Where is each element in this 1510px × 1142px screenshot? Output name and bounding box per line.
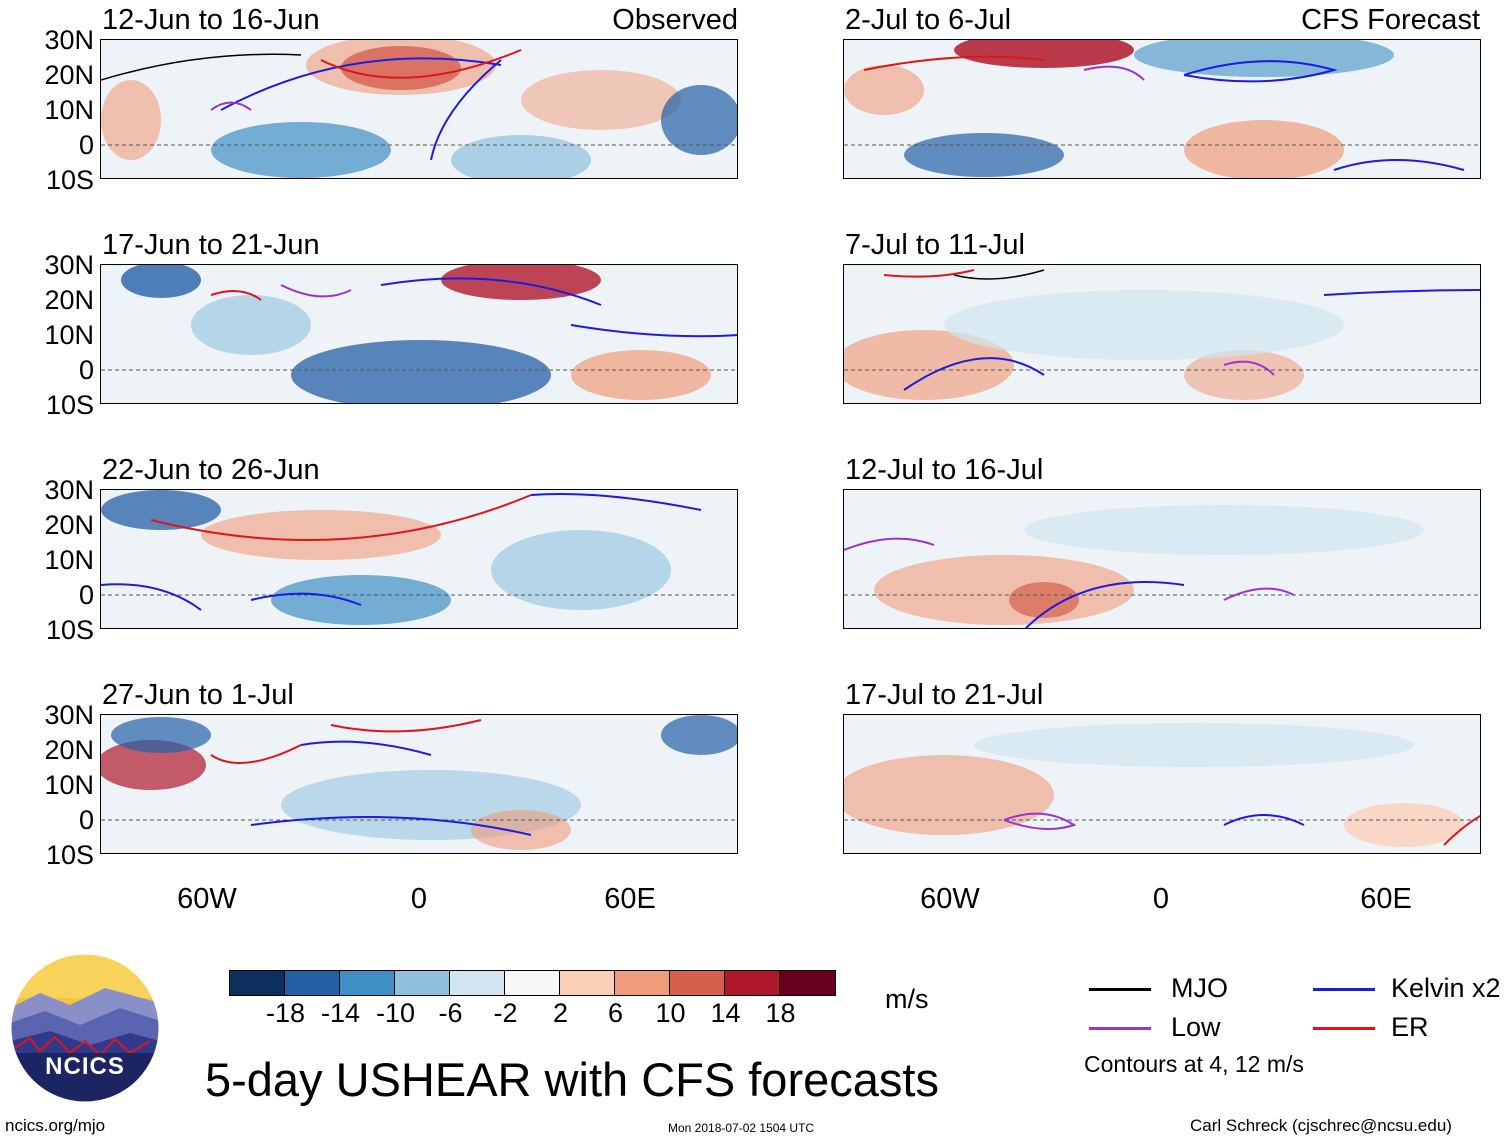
panel-title: 12-Jun to 16-Jun <box>102 4 320 36</box>
footer-site-link[interactable]: ncics.org/mjo <box>5 1116 106 1135</box>
lat-label: 30N <box>44 250 94 280</box>
colorbar-tick-label: -6 <box>438 998 463 1028</box>
panel-title: 17-Jun to 21-Jun <box>102 229 320 261</box>
lat-label: 10S <box>45 165 94 195</box>
colorbar-swatch <box>725 971 780 995</box>
legend-low-label: Low <box>1171 1012 1221 1042</box>
colorbar-tick-label: -14 <box>320 998 361 1028</box>
colorbar-tick-label: -10 <box>375 998 416 1028</box>
lon-label: 60W <box>177 883 237 915</box>
map-panel-observed-1 <box>100 39 738 179</box>
contours-note: Contours at 4, 12 m/s <box>1084 1051 1304 1077</box>
colorbar-swatch <box>615 971 670 995</box>
lat-label: 20N <box>44 285 94 315</box>
shear-field <box>844 269 1480 400</box>
lat-label: 0 <box>78 355 94 385</box>
lat-label: 10N <box>44 545 94 575</box>
lat-label: 10N <box>44 95 94 125</box>
colorbar-tick-label: 18 <box>765 998 796 1028</box>
lat-label: 20N <box>44 60 94 90</box>
colorbar-swatch <box>670 971 725 995</box>
shear-field <box>844 40 1480 178</box>
colorbar-swatch <box>560 971 615 995</box>
lat-label: 10S <box>45 840 94 870</box>
lat-label: 10N <box>44 320 94 350</box>
colorbar-tick-label: 10 <box>655 998 686 1028</box>
shear-field <box>101 490 737 625</box>
legend-mjo-line <box>1089 988 1151 991</box>
panel-title: 12-Jul to 16-Jul <box>845 454 1044 486</box>
lat-label: 30N <box>44 700 94 730</box>
map-panel-forecast-2 <box>843 264 1481 404</box>
footer-timestamp: Mon 2018-07-02 1504 UTC <box>668 1121 815 1135</box>
colorbar-swatch <box>395 971 450 995</box>
colorbar-unit: m/s <box>885 984 929 1014</box>
map-panel-forecast-4 <box>843 714 1481 854</box>
shear-field <box>844 505 1480 628</box>
panel-title: 17-Jul to 21-Jul <box>845 679 1044 711</box>
legend-low-line <box>1089 1027 1151 1030</box>
colorbar-tick-label: 14 <box>710 998 741 1028</box>
lat-label: 0 <box>78 130 94 160</box>
panel-title: 27-Jun to 1-Jul <box>102 679 294 711</box>
footer-author: Carl Schreck (cjschrec@ncsu.edu) <box>1190 1116 1452 1135</box>
observed-label: Observed <box>612 4 738 36</box>
panel-title: 2-Jul to 6-Jul <box>845 4 1012 36</box>
lat-label: 0 <box>78 805 94 835</box>
legend-mjo-label: MJO <box>1171 973 1228 1003</box>
colorbar-tick-label: 2 <box>552 998 569 1028</box>
colorbar-tick-label: -18 <box>265 998 306 1028</box>
lon-label: 60E <box>1360 883 1412 915</box>
lon-label: 60W <box>920 883 980 915</box>
colorbar-swatch <box>505 971 560 995</box>
map-panel-observed-4 <box>100 714 738 854</box>
main-title: 5-day USHEAR with CFS forecasts <box>205 1053 939 1106</box>
colorbar-swatch <box>285 971 340 995</box>
ncics-logo[interactable]: NCICS <box>10 953 160 1103</box>
map-panel-observed-3 <box>100 489 738 629</box>
lon-label: 60E <box>604 883 656 915</box>
legend-er-line <box>1313 1027 1375 1030</box>
legend-kelvin-label: Kelvin x2 <box>1391 973 1501 1003</box>
shear-field <box>101 40 737 178</box>
lat-label: 20N <box>44 510 94 540</box>
colorbar-tick-label: -2 <box>493 998 518 1028</box>
lat-label: 0 <box>78 580 94 610</box>
colorbar-tick-label: 6 <box>607 998 624 1028</box>
colorbar-swatch <box>340 971 395 995</box>
colorbar-swatch <box>450 971 505 995</box>
lat-label: 10S <box>45 390 94 420</box>
legend-kelvin-line <box>1313 988 1375 991</box>
logo-text: NCICS <box>45 1053 125 1080</box>
colorbar-swatch <box>230 971 285 995</box>
lat-label: 20N <box>44 735 94 765</box>
shear-field <box>844 723 1480 847</box>
map-panel-forecast-1 <box>843 39 1481 179</box>
cfs-forecast-label: CFS Forecast <box>1301 4 1480 36</box>
map-panel-forecast-3 <box>843 489 1481 629</box>
lon-label: 0 <box>1152 883 1170 915</box>
map-panel-observed-2 <box>100 264 738 404</box>
colorbar <box>229 970 836 996</box>
shear-field <box>101 715 737 850</box>
lat-label: 10S <box>45 615 94 645</box>
panel-title: 7-Jul to 11-Jul <box>845 229 1025 261</box>
colorbar-swatch <box>780 971 835 995</box>
lat-label: 30N <box>44 475 94 505</box>
lon-label: 0 <box>410 883 428 915</box>
lat-label: 30N <box>44 25 94 55</box>
panel-title: 22-Jun to 26-Jun <box>102 454 320 486</box>
lat-label: 10N <box>44 770 94 800</box>
shear-field <box>101 265 737 403</box>
legend-er-label: ER <box>1391 1012 1429 1042</box>
